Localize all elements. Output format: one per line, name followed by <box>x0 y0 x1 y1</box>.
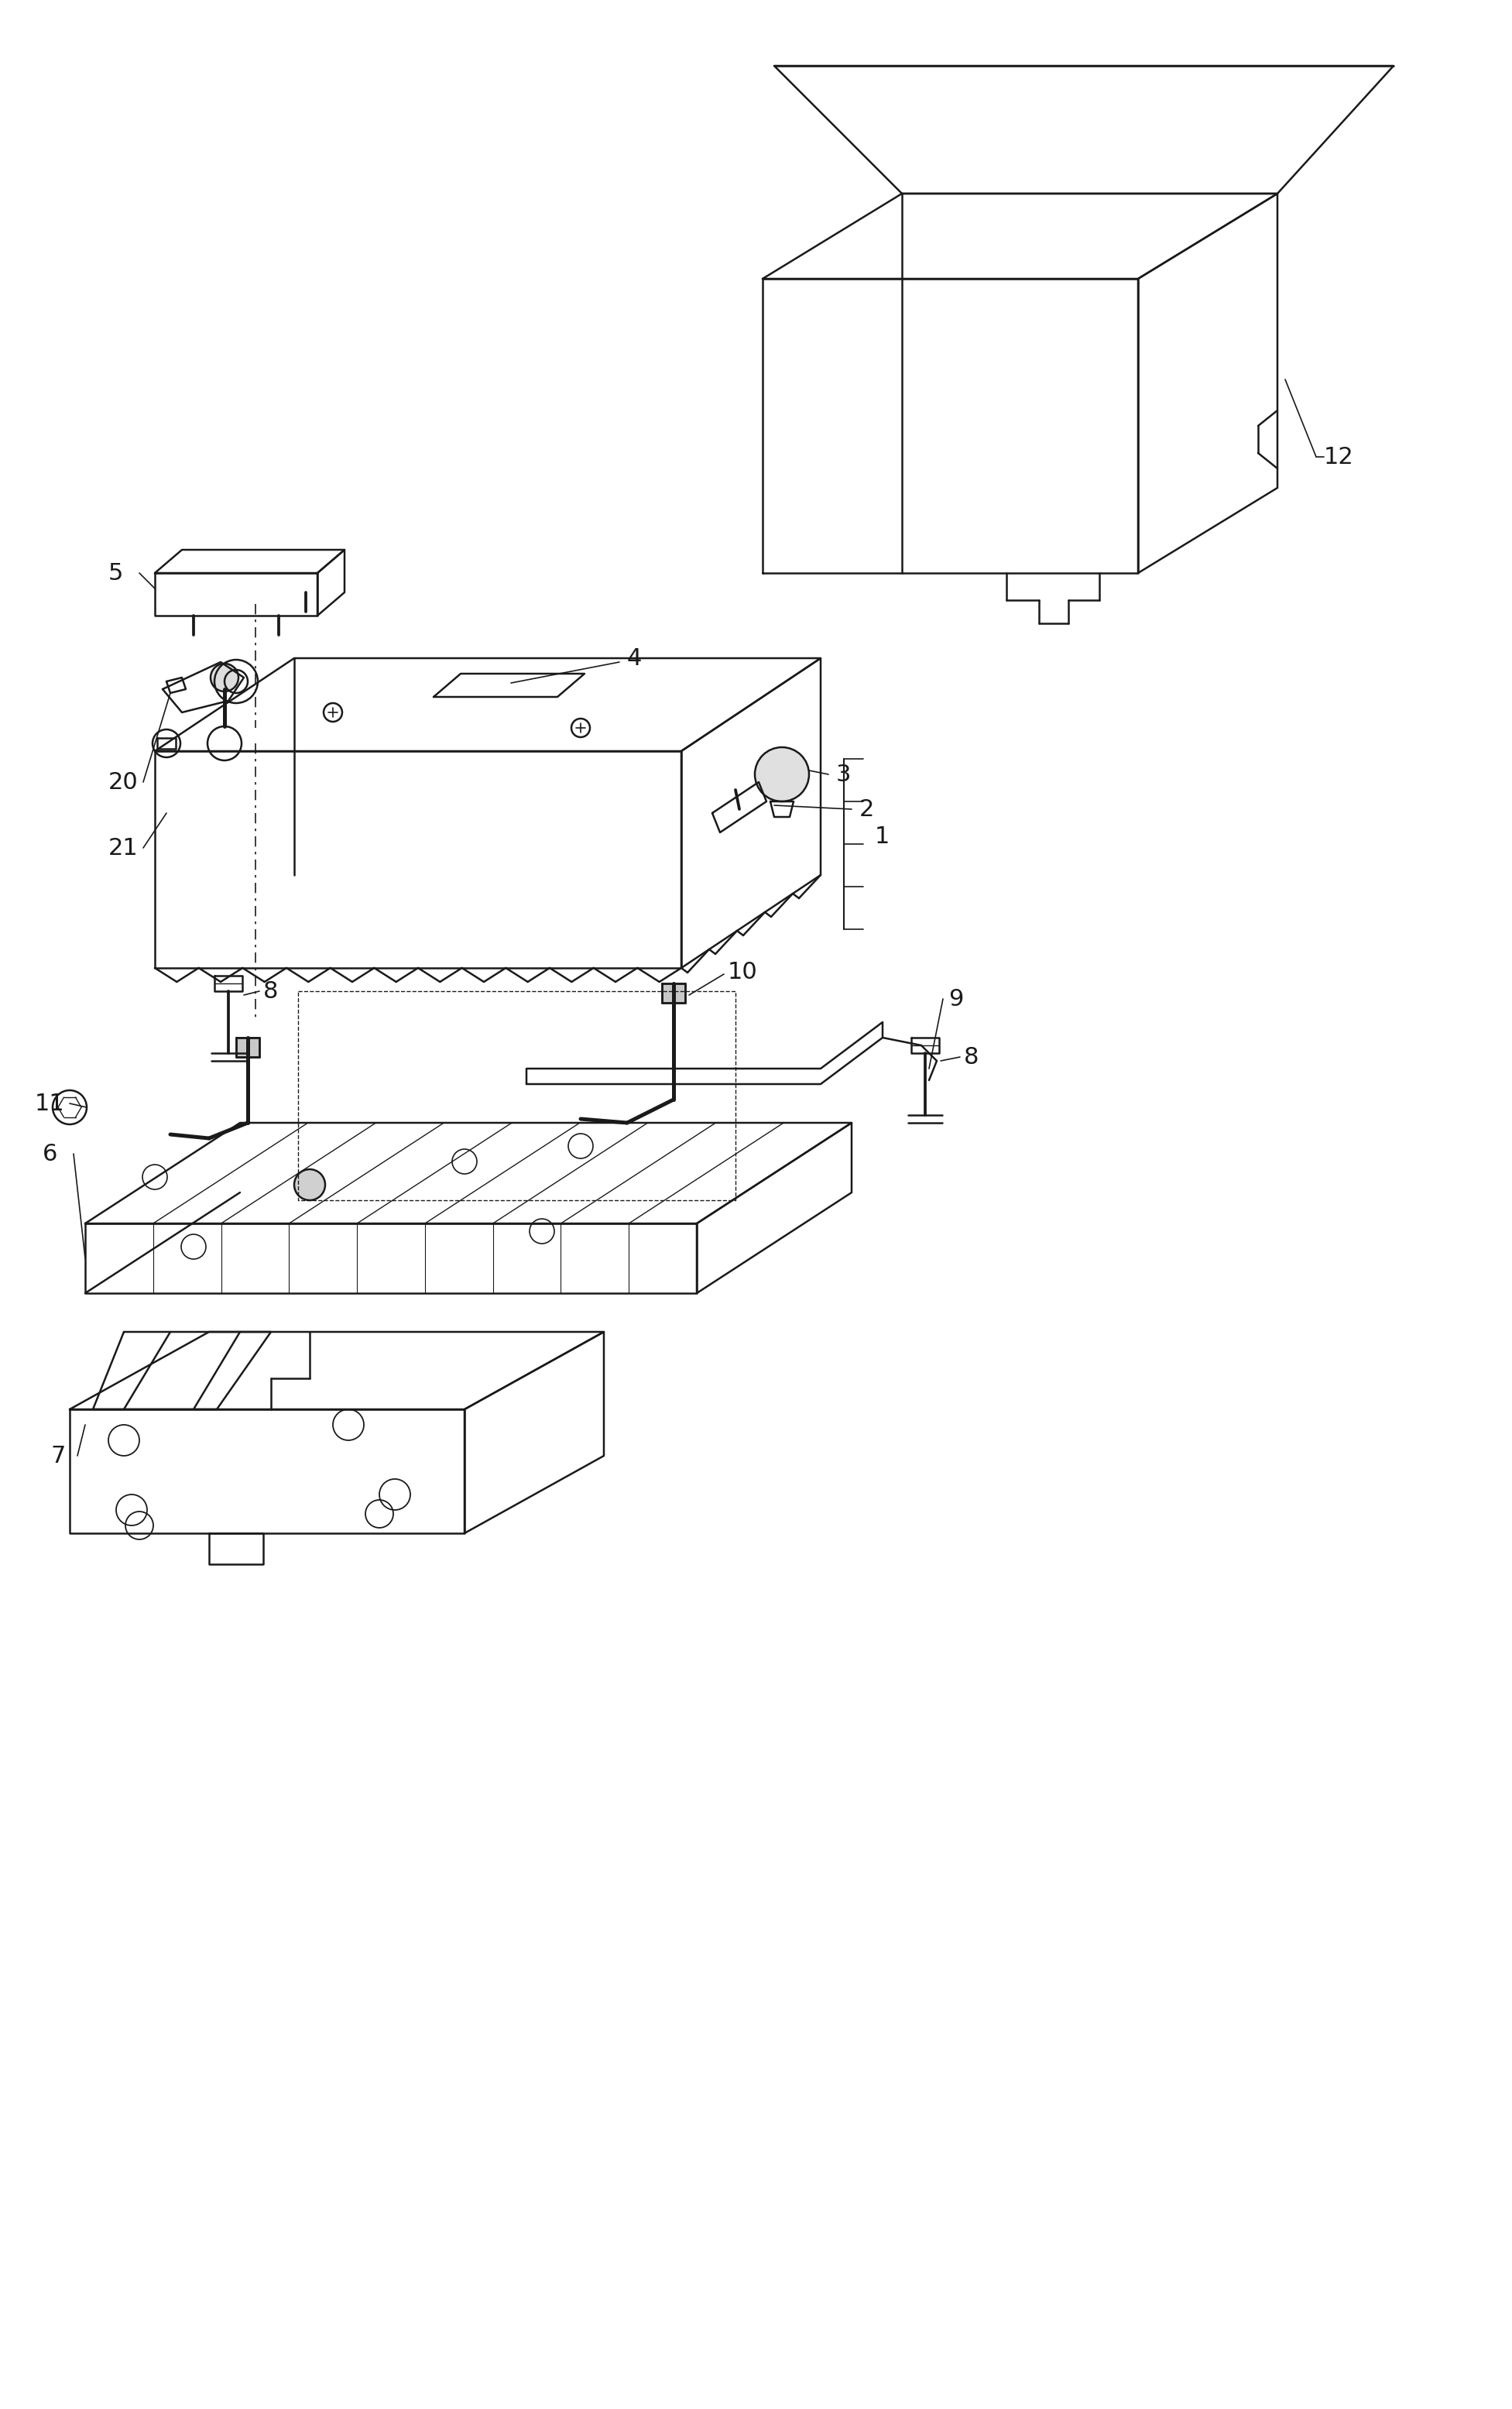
Text: 8: 8 <box>263 980 278 1002</box>
Text: 8: 8 <box>963 1046 978 1067</box>
Polygon shape <box>236 1038 260 1058</box>
Text: 21: 21 <box>109 836 139 860</box>
Text: 12: 12 <box>1325 446 1353 467</box>
Text: 6: 6 <box>42 1142 57 1166</box>
Text: 7: 7 <box>50 1445 65 1467</box>
Text: 10: 10 <box>727 961 758 983</box>
Circle shape <box>295 1168 325 1200</box>
Text: 4: 4 <box>627 648 643 670</box>
Text: 9: 9 <box>948 988 963 1009</box>
Text: 1: 1 <box>875 824 891 848</box>
Polygon shape <box>662 983 685 1002</box>
Text: 5: 5 <box>109 561 124 585</box>
Text: 2: 2 <box>859 797 874 821</box>
Text: 20: 20 <box>109 771 139 793</box>
Circle shape <box>754 747 809 802</box>
Text: 3: 3 <box>836 764 851 785</box>
Circle shape <box>210 662 239 691</box>
Text: 11: 11 <box>35 1091 65 1115</box>
